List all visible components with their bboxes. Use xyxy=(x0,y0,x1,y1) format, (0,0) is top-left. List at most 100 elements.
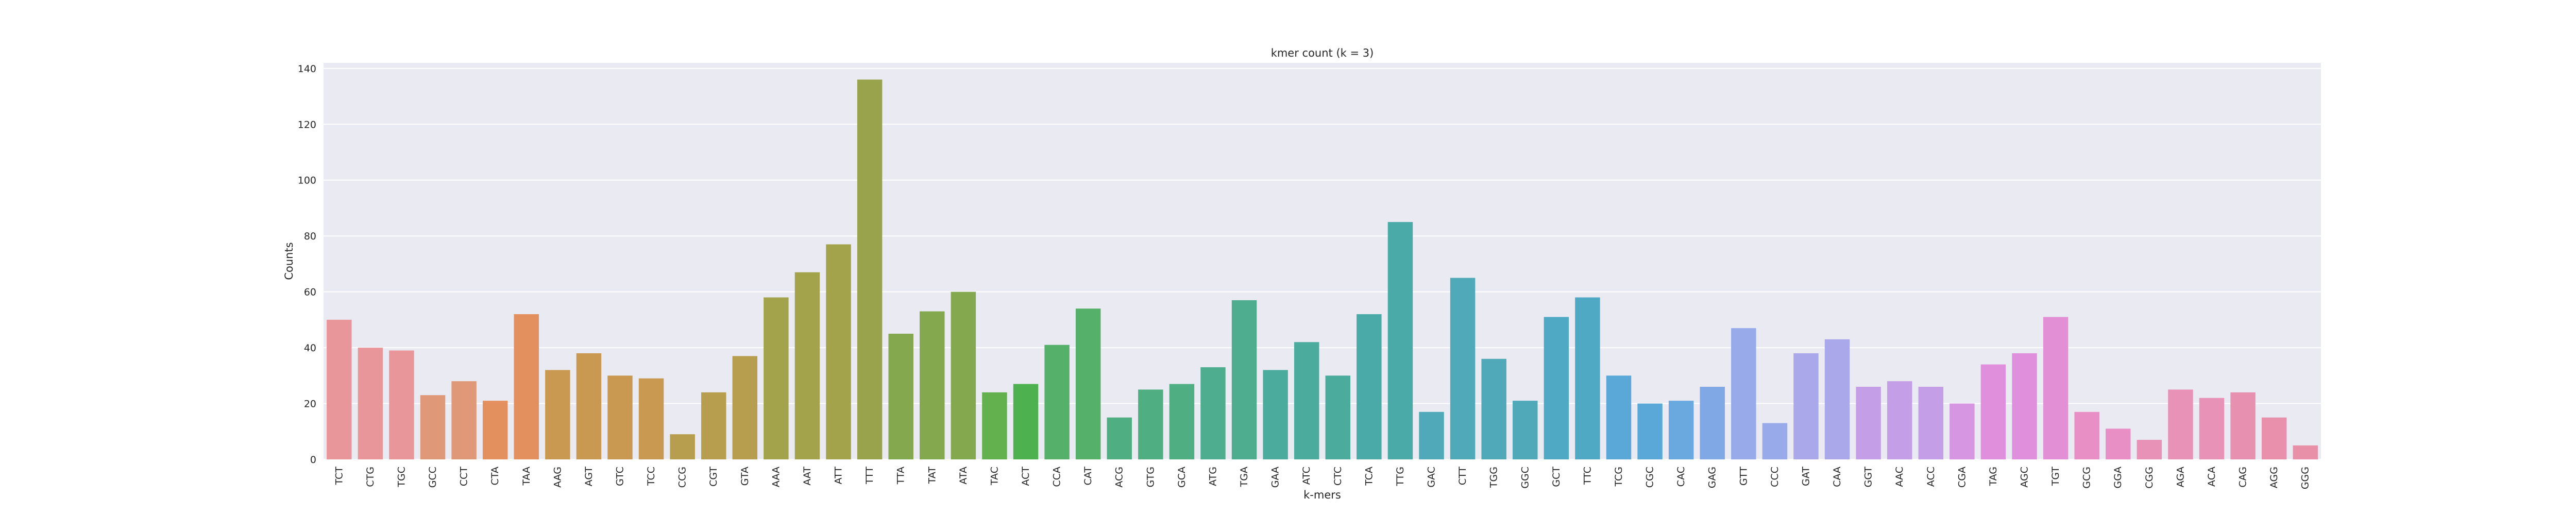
bar-tgg xyxy=(1481,358,1506,459)
bar-caa xyxy=(1824,339,1850,459)
x-tick-label: CTT xyxy=(1457,467,1468,486)
bar-atg xyxy=(1200,367,1226,459)
bar-tat xyxy=(920,311,945,459)
x-tick-label: AAA xyxy=(770,467,782,487)
x-tick-label: ATG xyxy=(1207,467,1218,486)
x-tick-label: TGA xyxy=(1239,467,1250,487)
x-tick-label: TAA xyxy=(521,467,532,486)
x-tick-label: GCG xyxy=(2081,467,2093,489)
bar-cct xyxy=(451,381,477,459)
bar-acg xyxy=(1107,417,1132,459)
x-tick-label: ACG xyxy=(1114,467,1125,488)
x-tick-label: AAC xyxy=(1894,467,1905,487)
x-tick-label: ACT xyxy=(1020,467,1031,486)
x-tick-label: CGT xyxy=(708,467,719,487)
bar-gtg xyxy=(1138,389,1163,459)
bar-gaa xyxy=(1263,370,1288,459)
y-tick-label: 0 xyxy=(310,454,316,466)
bar-ccg xyxy=(670,434,695,459)
x-tick-label: AAT xyxy=(802,467,813,486)
bar-gct xyxy=(1544,317,1569,459)
x-tick-label: TCT xyxy=(333,467,345,486)
bar-gcc xyxy=(420,395,446,459)
bar-tag xyxy=(1980,364,2006,459)
x-tick-label: TTA xyxy=(895,467,907,485)
bar-tac xyxy=(982,392,1007,459)
x-tick-label: GAA xyxy=(1270,467,1281,488)
bar-ctc xyxy=(1325,375,1351,459)
bar-cag xyxy=(2230,392,2256,459)
bar-gat xyxy=(1793,353,1819,459)
x-tick-label: AGC xyxy=(2019,467,2030,488)
y-tick-label: 20 xyxy=(304,399,316,410)
y-tick-label: 60 xyxy=(304,287,316,298)
bar-tgc xyxy=(389,350,414,459)
bar-gac xyxy=(1419,411,1444,459)
x-tick-label: TAG xyxy=(1988,467,1999,487)
x-tick-label: ACC xyxy=(1925,467,1937,487)
x-tick-label: GAG xyxy=(1707,467,1718,488)
bar-gta xyxy=(732,356,758,459)
bar-aga xyxy=(2168,389,2193,459)
x-tick-label: CGC xyxy=(1645,467,1656,488)
x-tick-label: GGT xyxy=(1863,467,1874,488)
bar-tta xyxy=(888,333,913,459)
x-tick-label: GTC xyxy=(614,467,625,486)
bar-cta xyxy=(482,401,508,459)
bar-ata xyxy=(951,291,976,459)
x-tick-label: CCA xyxy=(1052,467,1063,487)
x-tick-label: TAT xyxy=(926,467,938,485)
bar-gtc xyxy=(607,375,633,459)
bar-agt xyxy=(576,353,602,459)
y-tick-label: 120 xyxy=(298,119,316,130)
x-tick-label: CAA xyxy=(1832,467,1843,487)
x-tick-label: GAT xyxy=(1800,467,1811,486)
bar-agc xyxy=(2012,353,2037,459)
y-tick-label: 40 xyxy=(304,342,316,354)
bar-ggt xyxy=(1856,387,1881,459)
x-tick-label: GTA xyxy=(739,467,751,486)
bar-aag xyxy=(545,370,570,459)
x-tick-label: ATC xyxy=(1301,467,1312,485)
bars xyxy=(327,79,2318,459)
bar-aat xyxy=(794,272,820,459)
x-tick-label: CAT xyxy=(1082,467,1094,486)
x-tick-label: GTG xyxy=(1145,467,1156,487)
bar-gag xyxy=(1700,387,1725,459)
x-tick-label: GGG xyxy=(2300,467,2311,489)
bar-agg xyxy=(2261,417,2287,459)
x-tick-label: TCG xyxy=(1613,467,1624,487)
x-tick-label: TGT xyxy=(2050,467,2061,487)
x-tick-label: GGA xyxy=(2112,467,2124,488)
bar-tca xyxy=(1357,314,1382,459)
bar-att xyxy=(826,244,851,459)
bar-tct xyxy=(327,319,352,459)
y-tick-label: 100 xyxy=(298,175,316,186)
bar-gga xyxy=(2106,428,2131,459)
x-axis-ticks: TCT CTG TGC GCC CCT CTA TAA AAG AGT GTC TCC CCG CGT G… xyxy=(333,467,2311,490)
x-tick-label: AAG xyxy=(552,467,563,488)
bar-atc xyxy=(1294,342,1319,459)
x-tick-label: TCA xyxy=(1363,467,1375,486)
x-tick-label: TTT xyxy=(864,467,875,485)
bar-aca xyxy=(2199,398,2225,459)
x-tick-label: ATA xyxy=(958,467,969,485)
x-tick-label: TTG xyxy=(1395,467,1406,487)
x-tick-label: CAC xyxy=(1675,467,1687,487)
x-tick-label: CCT xyxy=(459,467,470,487)
bar-act xyxy=(1013,384,1039,459)
x-tick-label: CCG xyxy=(677,467,688,488)
x-tick-label: CTC xyxy=(1332,467,1344,486)
bar-ggg xyxy=(2293,445,2318,459)
bar-cca xyxy=(1044,345,1070,459)
y-tick-label: 80 xyxy=(304,231,316,242)
x-tick-label: GAC xyxy=(1426,467,1437,488)
bar-ctt xyxy=(1450,278,1476,459)
x-tick-label: GGC xyxy=(1519,467,1531,489)
x-tick-label: AGA xyxy=(2175,467,2186,487)
bar-cac xyxy=(1668,401,1694,459)
x-tick-label: GTT xyxy=(1738,467,1749,486)
x-tick-label: CCC xyxy=(1769,467,1781,487)
x-tick-label: CTA xyxy=(489,467,501,485)
